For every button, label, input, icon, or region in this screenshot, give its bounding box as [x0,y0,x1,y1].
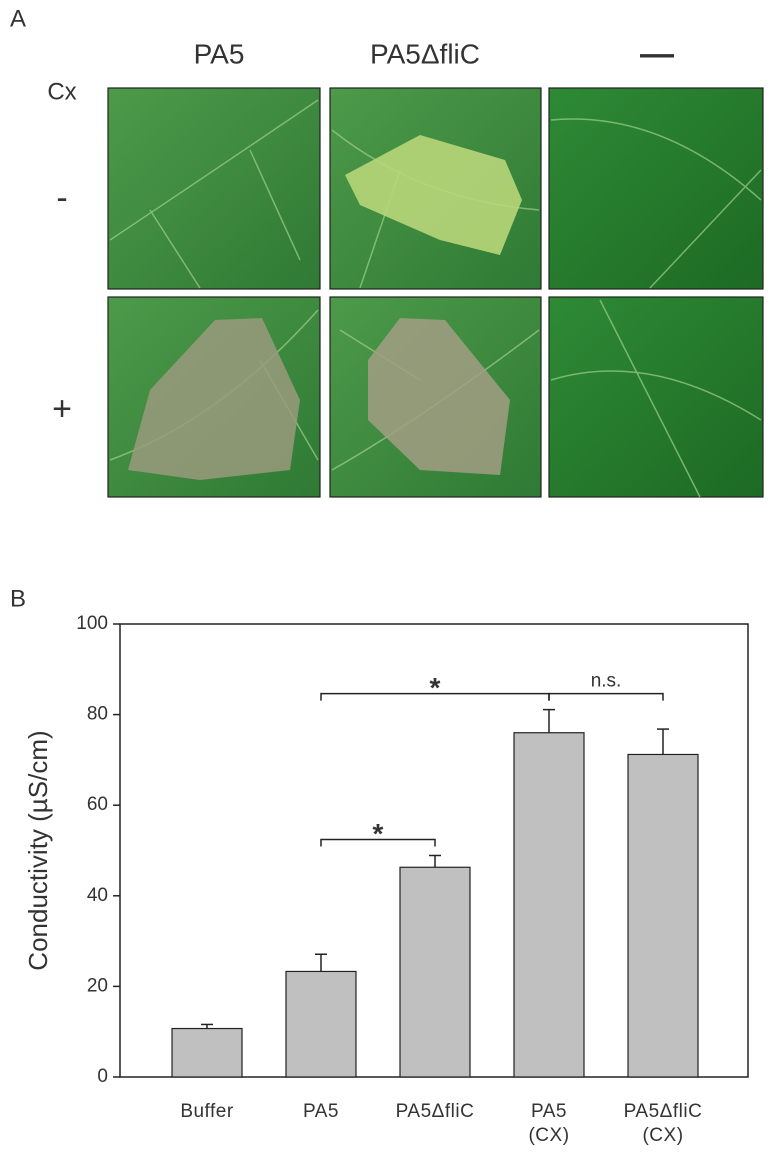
row-label: + [52,390,72,428]
y-tick-label: 40 [87,885,108,906]
y-axis-label: Conductivity (µS/cm) [23,730,53,970]
column-label: — [640,35,674,73]
significance-label: * [430,672,441,703]
significance-label: n.s. [591,671,622,692]
y-tick-label: 100 [76,613,108,634]
lesion [128,318,300,480]
x-tick-label: PA5 (CX) [528,1101,570,1146]
y-tick-label: 60 [87,794,108,815]
significance-bracket [320,838,436,847]
vein [109,99,319,289]
bar [399,866,471,1078]
column-label: PA5ΔfliC [370,38,480,69]
y-tick-label: 80 [87,704,108,725]
x-tick-label: Buffer [180,1101,234,1122]
photo [107,87,321,290]
vein [550,299,762,498]
y-tick-label: 0 [97,1066,108,1087]
bar [627,753,699,1078]
bar [171,1027,243,1078]
photo [548,296,764,498]
row-header: Cx [47,78,76,105]
y-tick-label: 20 [87,975,108,996]
lesion [345,135,522,255]
panel-label: A [10,5,26,32]
column-label: PA5 [194,38,245,69]
row-label: - [56,179,67,217]
bar [513,732,585,1078]
lesion [368,318,510,475]
x-tick-label: PA5ΔfliC [395,1101,475,1122]
x-tick-label: PA5ΔfliC (CX) [623,1101,703,1146]
significance-label: * [373,818,384,849]
x-tick-label: PA5 [302,1101,339,1122]
vein [550,118,762,289]
bar [285,970,357,1078]
panel-label: B [10,585,26,612]
significance-bracket [548,692,664,701]
photo [548,87,764,290]
